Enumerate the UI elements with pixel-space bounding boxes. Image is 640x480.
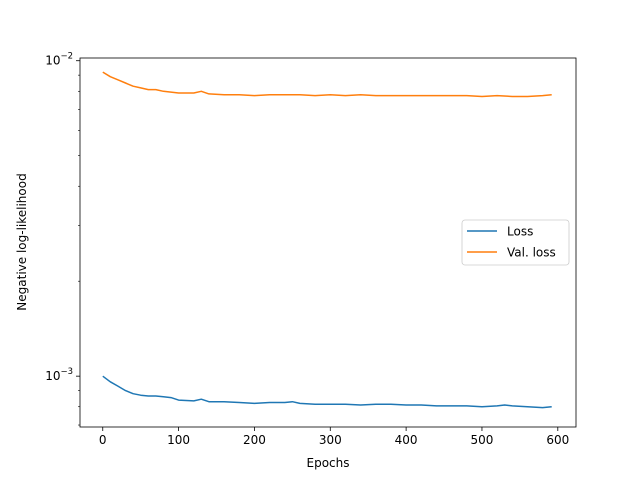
y-axis-label: Negative log-likelihood [15, 173, 29, 310]
y-tick-label: 10−2 [45, 52, 73, 68]
series-line-loss [102, 375, 552, 409]
legend: Loss Val. loss [461, 219, 570, 266]
series-layer [102, 71, 552, 409]
x-tick-label: 500 [471, 433, 494, 447]
legend-label-val-loss: Val. loss [507, 246, 556, 260]
y-axis: 10−3 10−2 [45, 52, 80, 426]
x-tick-label: 0 [99, 433, 107, 447]
y-tick-label: 10−3 [45, 367, 73, 383]
x-tick-label: 400 [395, 433, 418, 447]
x-axis-label: Epochs [307, 456, 350, 470]
legend-label-loss: Loss [507, 225, 533, 239]
x-tick-label: 600 [546, 433, 569, 447]
x-tick-label: 200 [243, 433, 266, 447]
plot-frame [79, 57, 577, 428]
x-tick-label: 100 [167, 433, 190, 447]
x-axis: 0 100 200 300 400 500 600 [99, 427, 569, 447]
x-tick-label: 300 [319, 433, 342, 447]
series-line-val-loss [102, 71, 552, 98]
